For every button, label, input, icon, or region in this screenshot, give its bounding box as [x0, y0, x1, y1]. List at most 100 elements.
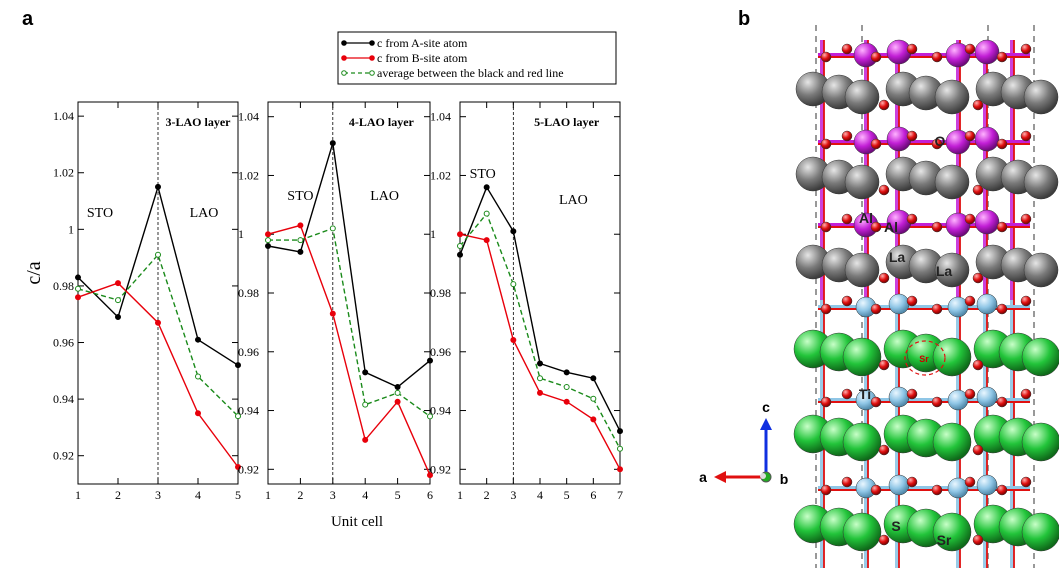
data-point-a_site — [329, 140, 336, 147]
o-atom — [972, 272, 984, 284]
data-point-average — [510, 281, 517, 288]
data-point-b_site — [590, 416, 597, 423]
data-point-b_site — [483, 237, 490, 244]
data-point-b_site — [537, 389, 543, 396]
y-tick-label: 0.94 — [430, 404, 451, 418]
o-atom — [931, 221, 943, 233]
data-point-b_site — [617, 466, 623, 473]
o-atom — [931, 138, 943, 150]
o-atom — [972, 184, 984, 196]
o-atom — [820, 396, 832, 408]
sto-region-label: STO — [87, 206, 113, 221]
data-point-b_site — [563, 398, 570, 405]
b-axis-label: b — [780, 471, 789, 487]
lao-region-label: LAO — [190, 206, 219, 221]
data-point-a_site — [75, 274, 81, 281]
x-tick-label: 3 — [510, 488, 516, 502]
o-atom — [931, 484, 943, 496]
o-atom — [906, 130, 918, 142]
chart-panels: 0.92 0.94 0.96 0.98 1 1.02 1.04 1 2 3 4 5 STO LAO 3-LA… — [53, 101, 623, 502]
o-atom — [878, 272, 890, 284]
o-atom — [931, 396, 943, 408]
lanthanum-label: La — [889, 249, 906, 265]
plot-frame — [459, 101, 621, 485]
data-point-b_site — [510, 337, 517, 344]
y-tick-label: 0.94 — [238, 404, 259, 418]
la-atom — [934, 79, 970, 115]
la-atom — [844, 252, 880, 288]
o-atom — [878, 99, 890, 111]
data-point-average — [617, 445, 623, 452]
data-point-average — [590, 395, 597, 402]
o-atom — [1020, 476, 1032, 488]
x-tick-label: 3 — [155, 488, 161, 502]
data-point-a_site — [155, 183, 161, 190]
y-tick-label: 0.92 — [53, 449, 74, 463]
axis-origin — [760, 473, 766, 479]
x-tick-label: 3 — [330, 488, 336, 502]
lao-region-label: LAO — [559, 193, 588, 208]
sr-atom — [842, 512, 882, 552]
legend-marker-b_site — [369, 55, 375, 61]
data-point-average — [155, 251, 161, 258]
o-atom — [972, 444, 984, 456]
o-atom — [878, 184, 890, 196]
la-atom — [844, 164, 880, 200]
la-atom — [1023, 79, 1059, 115]
o-atom — [964, 295, 976, 307]
o-atom — [1020, 130, 1032, 142]
x-tick-label: 6 — [590, 488, 596, 502]
o-atom — [820, 51, 832, 63]
data-point-average — [394, 389, 401, 396]
crystal-structure: O Al Al La La Sr Ti S Sr c a b — [699, 25, 1059, 568]
o-atom — [878, 359, 890, 371]
data-point-a_site — [537, 360, 543, 367]
legend-marker-a_site — [341, 40, 347, 46]
y-tick-label: 0.92 — [430, 462, 451, 476]
la-atom — [934, 252, 970, 288]
data-point-b_site — [75, 294, 81, 301]
a-axis-label: a — [699, 469, 707, 485]
legend-box — [337, 31, 617, 85]
ti-atom — [888, 386, 910, 408]
x-tick-label: 4 — [362, 488, 368, 502]
data-point-b_site — [457, 231, 463, 238]
panel-b-label: b — [738, 8, 750, 30]
data-point-a_site — [483, 184, 490, 191]
o-atom — [906, 213, 918, 225]
sr-atom — [932, 422, 972, 462]
data-point-a_site — [510, 228, 517, 235]
o-atom — [964, 130, 976, 142]
y-tick-label: 1 — [430, 227, 436, 241]
series-line-average — [459, 212, 621, 450]
x-tick-label: 5 — [564, 488, 570, 502]
data-point-a_site — [265, 242, 271, 249]
x-tick-label: 2 — [484, 488, 490, 502]
x-tick-label: 2 — [115, 488, 121, 502]
x-axis-label: Unit cell — [331, 514, 383, 530]
o-atom — [972, 99, 984, 111]
data-point-average — [115, 297, 121, 304]
y-tick-label: 1 — [238, 227, 244, 241]
data-point-average — [75, 285, 81, 292]
ti-atom — [976, 474, 998, 496]
data-point-b_site — [427, 472, 433, 479]
y-tick-label: 1.04 — [53, 109, 74, 123]
o-atom — [972, 359, 984, 371]
x-tick-label: 1 — [457, 488, 463, 502]
x-tick-label: 5 — [235, 488, 241, 502]
data-point-average — [457, 242, 463, 249]
data-point-b_site — [235, 464, 241, 471]
plot-frame — [267, 101, 431, 485]
o-atom — [996, 221, 1008, 233]
y-tick-label: 1.04 — [238, 110, 259, 124]
sto-region-label: STO — [470, 167, 496, 182]
al-atom — [886, 126, 912, 152]
o-atom — [996, 138, 1008, 150]
data-point-average — [297, 237, 304, 244]
o-atom — [870, 221, 882, 233]
data-point-a_site — [427, 357, 433, 364]
data-point-b_site — [195, 410, 201, 417]
